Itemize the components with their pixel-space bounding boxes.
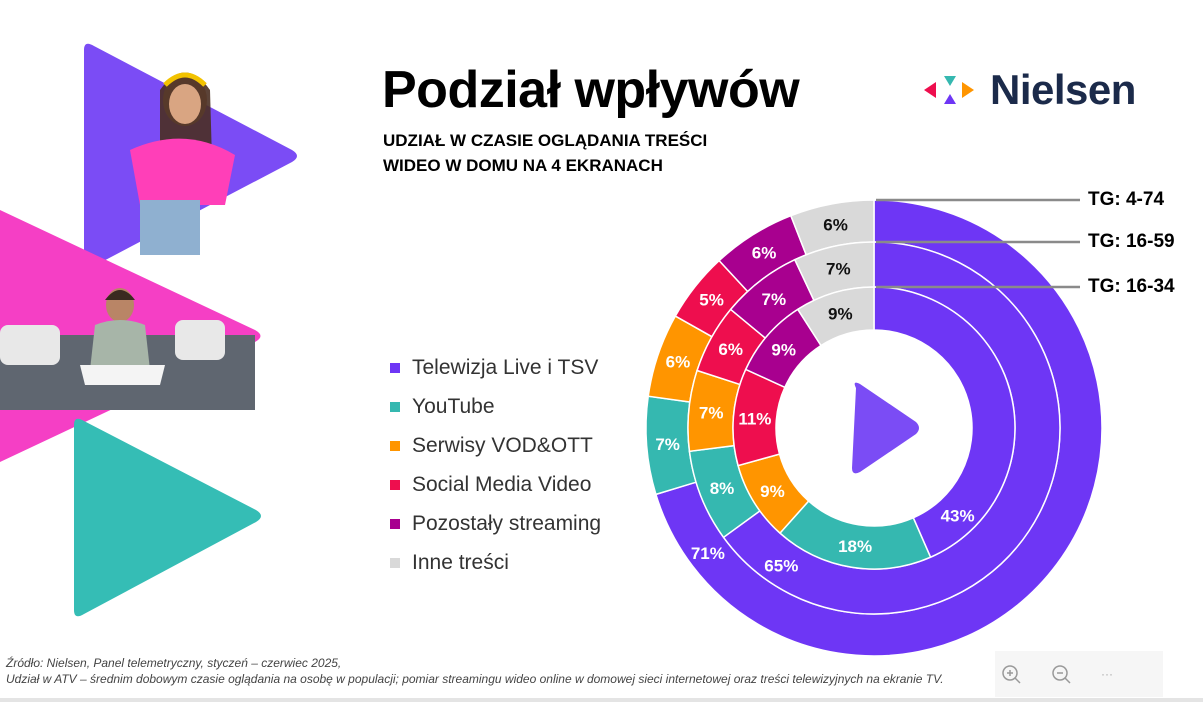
legend-item: Telewizja Live i TSV [390, 348, 601, 387]
data-label: 9% [760, 482, 785, 501]
legend-item: Inne treści [390, 543, 601, 582]
ring-segment [873, 286, 1016, 559]
data-label: 11% [738, 410, 771, 429]
play-icon [852, 382, 919, 474]
data-label: 6% [666, 353, 691, 372]
zoom-in-icon[interactable] [1001, 664, 1021, 684]
ring-label: TG: 16-34 [1088, 276, 1175, 297]
woman-on-sofa-photo [0, 288, 255, 410]
data-label: 9% [771, 341, 796, 360]
data-label: 6% [823, 216, 848, 235]
subtitle-line-2: WIDEO W DOMU NA 4 EKRANACH [383, 156, 663, 175]
legend-item: Serwisy VOD&OTT [390, 426, 601, 465]
data-label: 6% [752, 244, 777, 263]
ring-segment [796, 286, 875, 347]
legend-swatch [390, 557, 400, 568]
teal-triangle [74, 418, 261, 617]
subtitle: UDZIAŁ W CZASIE OGLĄDANIA TREŚCI WIDEO W… [383, 128, 803, 178]
nielsen-logo-mark [924, 76, 974, 104]
legend-swatch [390, 440, 400, 451]
legend-label: YouTube [412, 394, 495, 418]
viewer-controls: ··· [995, 651, 1163, 697]
page-title: Podział wpływów [382, 61, 800, 119]
bottom-scrollbar[interactable] [0, 698, 1203, 702]
legend-swatch [390, 362, 400, 373]
legend-label: Inne treści [412, 550, 509, 574]
data-label: 8% [710, 479, 735, 498]
data-label: 7% [826, 259, 851, 278]
legend-label: Serwisy VOD&OTT [412, 433, 593, 457]
legend-swatch [390, 518, 400, 529]
nielsen-logo-text: Nielsen [990, 66, 1136, 113]
nielsen-logo: Nielsen [922, 66, 1136, 113]
data-label: 7% [699, 404, 724, 423]
legend-label: Pozostały streaming [412, 511, 602, 535]
footnote-line-2: Udział w ATV – średnim dobowym czasie og… [6, 672, 944, 686]
data-label: 6% [718, 340, 743, 359]
subtitle-line-1: UDZIAŁ W CZASIE OGLĄDANIA TREŚCI [383, 131, 708, 150]
legend-item: Pozostały streaming [390, 504, 601, 543]
legend-label: Social Media Video [412, 472, 592, 496]
ring-label: TG: 16-59 [1088, 231, 1175, 252]
data-label: 5% [699, 291, 724, 310]
footnote-line-1: Źródło: Nielsen, Panel telemetryczny, st… [6, 656, 342, 670]
data-label: 7% [762, 290, 787, 309]
data-label: 18% [838, 537, 872, 556]
data-label: 43% [941, 506, 975, 525]
more-options-icon[interactable]: ··· [1101, 667, 1113, 681]
legend-swatch [390, 479, 400, 490]
chart-legend: Telewizja Live i TSV YouTube Serwisy VOD&O… [390, 348, 601, 582]
legend-item: YouTube [390, 387, 601, 426]
legend-swatch [390, 401, 400, 412]
woman-with-phone-photo [130, 72, 235, 255]
data-label: 71% [691, 544, 725, 563]
source-footnote: Źródło: Nielsen, Panel telemetryczny, st… [6, 655, 944, 687]
legend-label: Telewizja Live i TSV [412, 355, 599, 379]
ring-label: TG: 4-74 [1088, 189, 1165, 210]
data-label: 7% [655, 435, 680, 454]
zoom-out-icon[interactable] [1051, 664, 1071, 684]
decorative-triangles [0, 43, 297, 617]
legend-item: Social Media Video [390, 465, 601, 504]
data-label: 65% [764, 557, 798, 576]
data-label: 9% [828, 304, 853, 323]
